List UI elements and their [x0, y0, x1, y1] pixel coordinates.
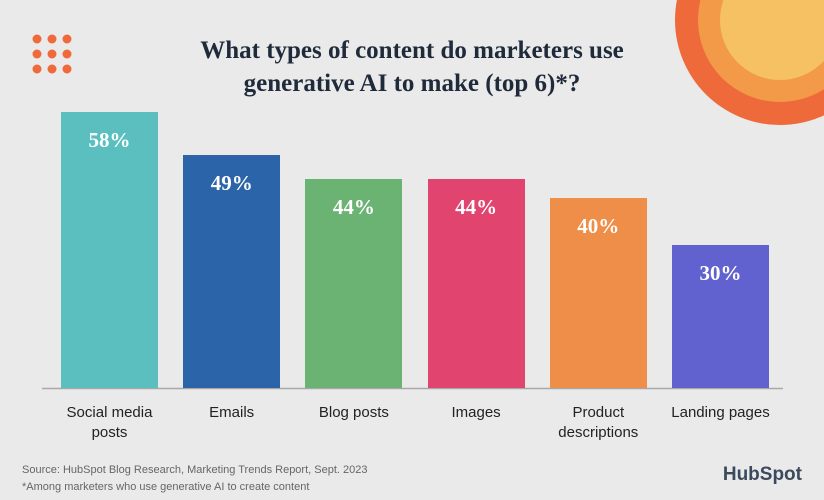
- value-label: 40%: [577, 213, 620, 238]
- chart-title: What types of content do marketers use g…: [200, 37, 624, 97]
- x-tick-label: Images: [451, 404, 501, 421]
- x-tick-label: Blog posts: [318, 404, 389, 421]
- x-tick-label: Product descriptions: [558, 404, 639, 441]
- bar: [61, 111, 158, 388]
- value-label: 44%: [332, 194, 375, 219]
- value-label: 44%: [455, 194, 498, 219]
- bar: [549, 197, 647, 388]
- x-tick-label: Emails: [209, 404, 255, 421]
- bar: [427, 178, 525, 388]
- bar: [672, 245, 769, 388]
- value-label: 30%: [699, 261, 742, 286]
- source: Source: HubSpot Blog Research, Marketing…: [22, 464, 368, 476]
- bar: [305, 178, 403, 388]
- note: *Among marketers who use generative AI t…: [22, 481, 310, 493]
- x-tick-label: Social media posts: [66, 404, 153, 441]
- bar: [183, 154, 281, 388]
- value-label: 58%: [88, 127, 131, 152]
- x-tick-label: Landing pages: [671, 404, 770, 421]
- value-label: 49%: [210, 170, 253, 195]
- logo: HubSpot: [722, 464, 802, 485]
